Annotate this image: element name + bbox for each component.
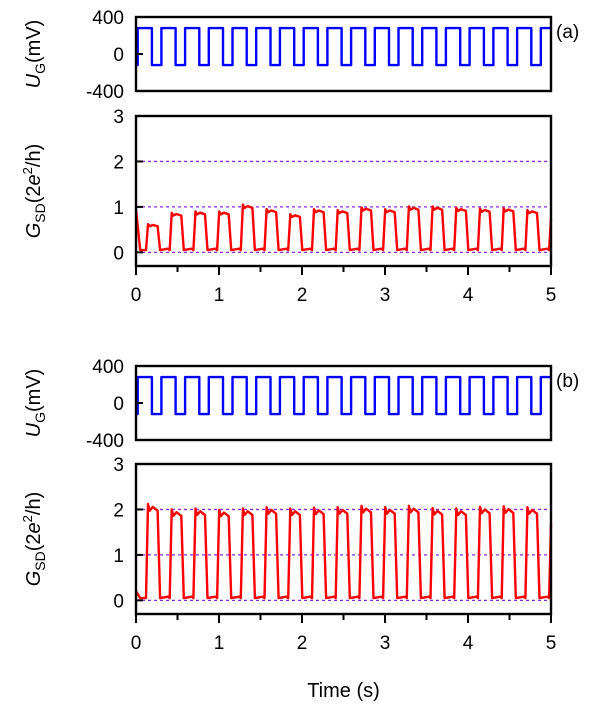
y-tick-label: 1 [113,198,124,219]
y-axis-unit-suffix: /h) [23,492,45,515]
y-axis-symbol: U [23,422,45,437]
y-tick-label: 2 [113,152,124,173]
series-line-0 [136,375,551,416]
y-tick-label: -400 [86,82,124,103]
y-tick-label: -400 [86,431,124,452]
panel-tag: (a) [556,22,579,43]
x-tick-label: 2 [297,633,308,654]
y-axis-title: UG(mV) [23,20,48,89]
y-axis-unit-e: e [23,522,45,533]
x-tick-label: 5 [546,633,557,654]
x-tick-label: 2 [297,285,308,306]
x-tick-label: 3 [380,285,391,306]
panel-tag: (b) [556,371,579,392]
y-tick-label: 0 [113,394,124,415]
y-tick-label: 400 [92,8,124,29]
series-line-0 [136,26,551,67]
x-tick-label: 4 [463,633,474,654]
x-tick-label: 1 [214,633,225,654]
y-axis-symbol: G [23,571,45,587]
panel-b_top: 400 0 -400 UG(mV) (b) [23,357,579,452]
series-line-0 [134,502,553,600]
x-tick-label: 0 [131,285,142,306]
y-axis-title: GSD(2e2/h) [20,492,48,587]
y-tick-label: 3 [113,455,124,476]
plot-frame [134,462,553,616]
y-axis-unit-prefix: (2 [23,185,45,203]
y-axis-symbol: U [23,73,45,88]
y-axis-unit-prefix: (2 [23,533,45,551]
y-tick-label: 0 [113,243,124,264]
y-axis-subscript: G [32,63,48,74]
y-tick-label: 1 [113,546,124,567]
x-tick-label: 0 [131,633,142,654]
y-axis-unit: (mV) [23,20,45,63]
y-tick-label: 400 [92,357,124,378]
x-tick-label: 3 [380,633,391,654]
y-axis-unit-suffix: /h) [23,144,45,167]
y-axis-title: GSD(2e2/h) [20,144,48,239]
y-axis-symbol: G [23,223,45,239]
x-tick-label: 5 [546,285,557,306]
y-tick-label: 0 [113,45,124,66]
y-axis-subscript: SD [32,551,48,570]
panel-a_top: 400 0 -400 UG(mV) (a) [23,8,579,103]
y-axis-subscript: SD [32,203,48,222]
y-axis-superscript: 2 [20,167,35,174]
x-tick-label: 4 [463,285,474,306]
y-axis-subscript: G [32,412,48,423]
series-line-0 [134,203,553,252]
y-axis-superscript: 2 [20,515,35,522]
x-tick-label: 1 [214,285,225,306]
y-tick-label: 2 [113,500,124,521]
y-tick-label: 3 [113,107,124,128]
y-axis-unit-e: e [23,174,45,185]
plot-frame [134,114,553,268]
y-axis-title: UG(mV) [23,369,48,438]
x-axis-title: Time (s) [307,680,380,702]
y-tick-label: 0 [113,591,124,612]
y-axis-unit: (mV) [23,369,45,412]
